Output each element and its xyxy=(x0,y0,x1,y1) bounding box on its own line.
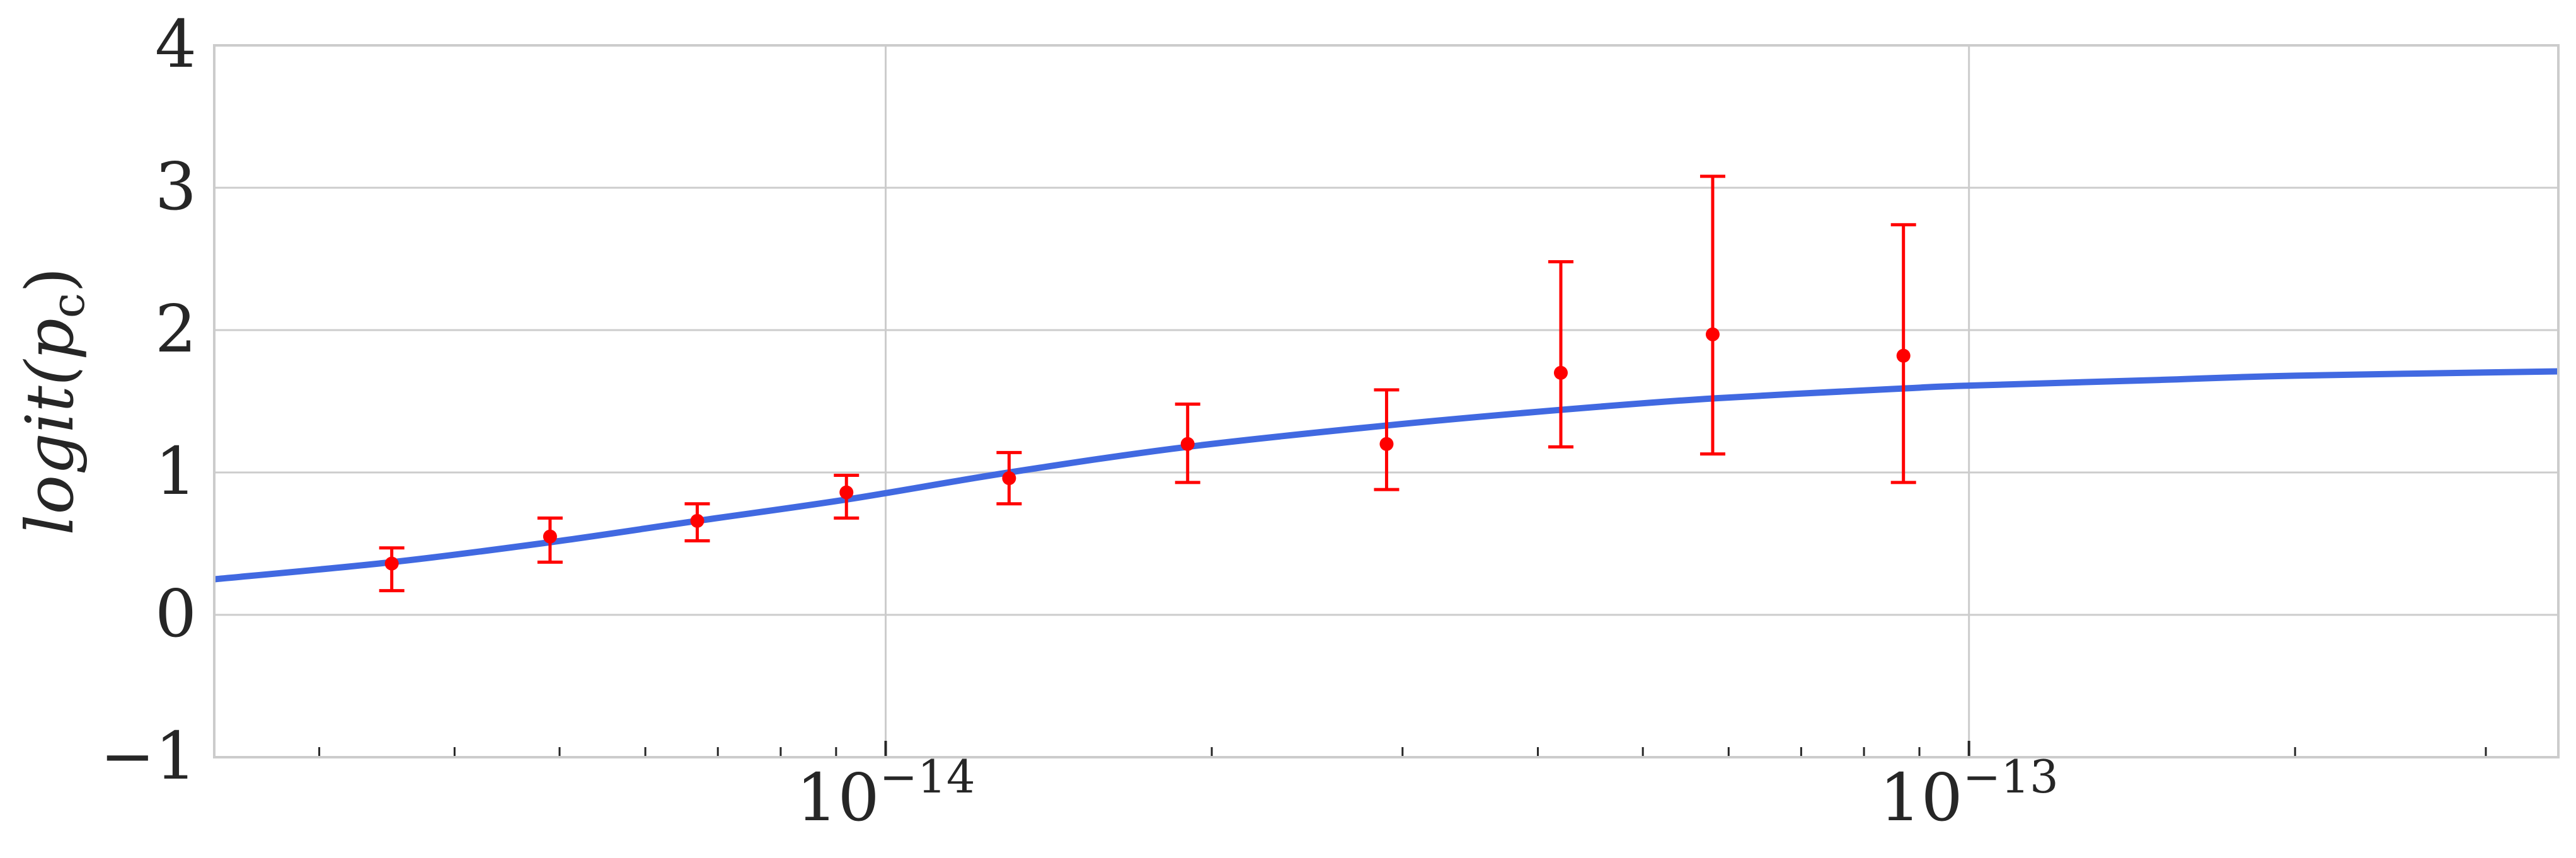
minor-ticks xyxy=(318,747,2487,757)
x-tick-base: 10 xyxy=(1880,759,1963,836)
x-tick-labels: 10−14 10−13 xyxy=(796,750,2058,836)
data-point xyxy=(1002,471,1016,486)
y-tick-label: −1 xyxy=(100,718,197,794)
x-tick-label: 10−14 xyxy=(796,750,975,836)
error-bar xyxy=(1374,388,1400,491)
y-tick-label: 4 xyxy=(155,6,197,83)
data-point xyxy=(1379,437,1394,451)
error-bar xyxy=(834,474,860,520)
error-bar xyxy=(1548,260,1573,449)
data-point xyxy=(1553,365,1568,380)
x-tick-exponent: −13 xyxy=(1963,750,2059,803)
error-bar xyxy=(1699,174,1725,456)
error-bar xyxy=(379,546,405,593)
data-point xyxy=(690,513,704,528)
data-point xyxy=(1896,348,1911,363)
y-label-main: logit( xyxy=(11,358,88,535)
data-point xyxy=(839,485,854,500)
error-bar-group xyxy=(379,174,1916,593)
error-bar xyxy=(684,502,710,542)
error-bar xyxy=(537,516,563,564)
error-bar xyxy=(996,450,1022,506)
y-axis-label: logit(pc) xyxy=(11,267,95,535)
error-bar xyxy=(1890,223,1916,484)
y-tick-label: 1 xyxy=(155,433,197,510)
x-tick-base: 10 xyxy=(796,759,879,836)
data-point xyxy=(1705,327,1720,341)
y-label-close: ) xyxy=(11,267,88,293)
y-label-sub: c xyxy=(42,293,95,318)
y-tick-label: 2 xyxy=(155,290,197,367)
data-point xyxy=(384,556,399,571)
x-tick-label: 10−13 xyxy=(1880,750,2059,836)
y-tick-label: 3 xyxy=(155,148,197,225)
y-tick-label: 0 xyxy=(155,575,197,652)
data-point xyxy=(543,529,557,544)
error-bar xyxy=(1175,403,1200,484)
x-tick-exponent: −14 xyxy=(880,750,975,803)
y-label-var: p xyxy=(11,318,88,360)
data-point xyxy=(1180,437,1195,451)
plot-frame xyxy=(213,44,2560,758)
y-tick-labels: −1 0 1 2 3 4 xyxy=(100,6,197,794)
